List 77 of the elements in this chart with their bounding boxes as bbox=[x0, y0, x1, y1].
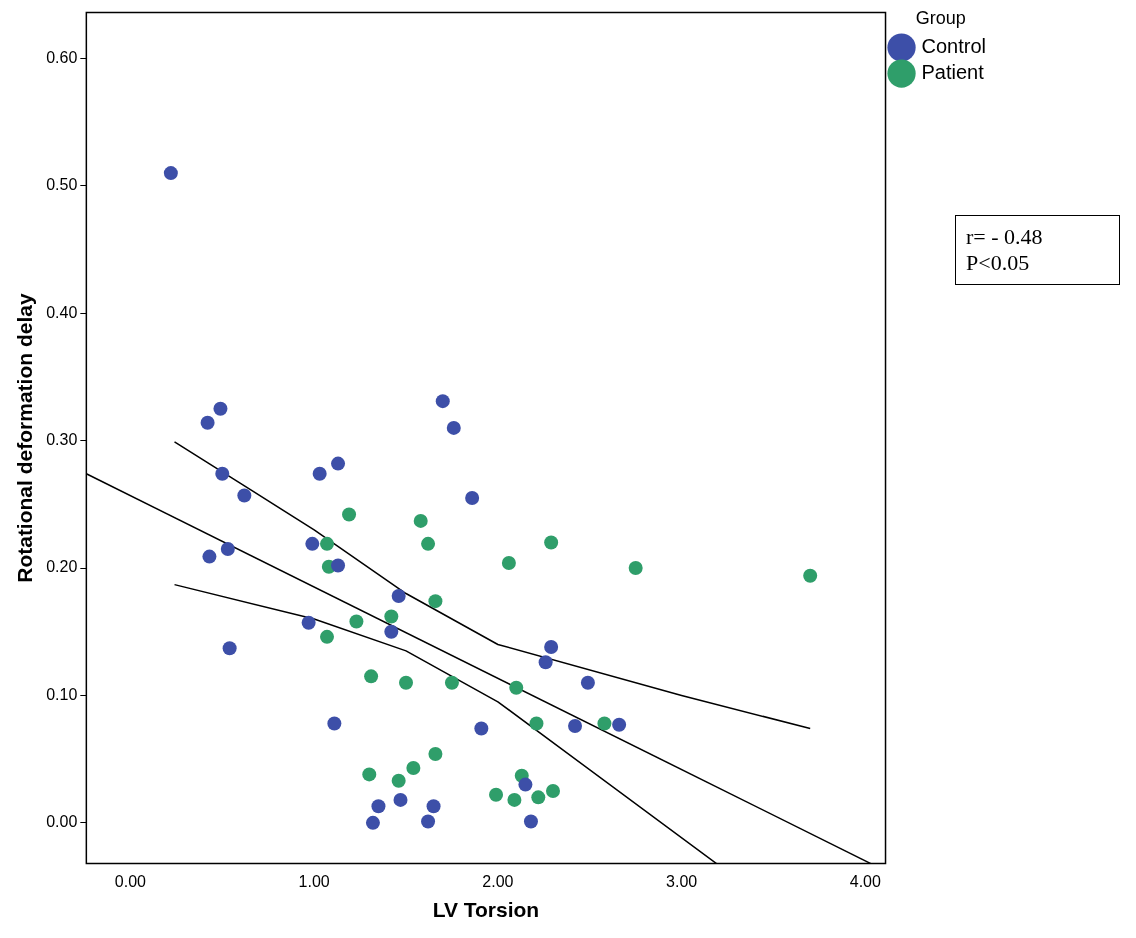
point bbox=[597, 716, 612, 731]
point bbox=[465, 490, 480, 505]
point bbox=[305, 536, 320, 551]
legend-label: Patient bbox=[921, 61, 985, 84]
x-axis-title: LV Torsion bbox=[432, 898, 540, 922]
point bbox=[421, 814, 436, 829]
point bbox=[399, 675, 414, 690]
x-tick-label: 3.00 bbox=[666, 872, 698, 890]
y-tick-label: 0.30 bbox=[46, 431, 78, 449]
point bbox=[580, 675, 595, 690]
point bbox=[349, 614, 364, 629]
point bbox=[538, 655, 553, 670]
point bbox=[474, 721, 489, 736]
point bbox=[426, 799, 441, 814]
point bbox=[220, 541, 235, 556]
point bbox=[507, 792, 522, 807]
y-tick-label: 0.40 bbox=[46, 303, 78, 321]
point bbox=[320, 629, 335, 644]
point bbox=[384, 624, 399, 639]
y-tick-label: 0.20 bbox=[46, 558, 78, 576]
point bbox=[489, 787, 504, 802]
point bbox=[200, 415, 215, 430]
point bbox=[435, 394, 450, 409]
point bbox=[531, 790, 546, 805]
point bbox=[163, 166, 178, 181]
point bbox=[803, 568, 818, 583]
point bbox=[406, 761, 421, 776]
point bbox=[327, 716, 342, 731]
point bbox=[446, 420, 461, 435]
point bbox=[364, 669, 379, 684]
point bbox=[544, 535, 559, 550]
point bbox=[362, 767, 377, 782]
point bbox=[312, 466, 327, 481]
point bbox=[237, 488, 252, 503]
point bbox=[428, 747, 443, 762]
text: P<0.05 bbox=[966, 250, 1031, 276]
x-tick-label: 1.00 bbox=[298, 872, 330, 890]
point bbox=[391, 589, 406, 604]
legend-title: Group bbox=[915, 7, 966, 28]
point bbox=[518, 777, 533, 792]
point bbox=[215, 466, 230, 481]
legend-label: Control bbox=[921, 35, 987, 58]
point bbox=[545, 783, 560, 798]
point bbox=[371, 799, 386, 814]
y-tick-label: 0.50 bbox=[46, 176, 78, 194]
point bbox=[331, 456, 346, 471]
point bbox=[628, 561, 643, 576]
point bbox=[384, 609, 399, 624]
point bbox=[568, 719, 583, 734]
point bbox=[523, 814, 538, 829]
point bbox=[222, 641, 237, 656]
point bbox=[413, 513, 428, 528]
point bbox=[320, 536, 335, 551]
x-tick-label: 4.00 bbox=[849, 872, 881, 890]
point bbox=[444, 675, 459, 690]
point bbox=[213, 401, 228, 416]
point bbox=[421, 536, 436, 551]
point bbox=[509, 680, 524, 695]
y-tick-label: 0.60 bbox=[46, 48, 78, 66]
point bbox=[391, 773, 406, 788]
point bbox=[202, 549, 217, 564]
point bbox=[342, 507, 357, 522]
point bbox=[529, 716, 544, 731]
point bbox=[365, 815, 380, 830]
x-tick-label: 0.00 bbox=[114, 872, 147, 890]
x-tick-label: 2.00 bbox=[482, 872, 514, 890]
point bbox=[393, 792, 408, 807]
y-tick-label: 0.00 bbox=[46, 813, 78, 831]
point bbox=[612, 717, 627, 732]
point bbox=[301, 615, 316, 630]
point bbox=[544, 640, 559, 655]
y-tick-label: 0.10 bbox=[46, 685, 78, 703]
text: r= - 0.48 bbox=[966, 224, 1044, 250]
y-axis-title: Rotational deformation delay bbox=[13, 293, 37, 583]
point bbox=[501, 555, 516, 570]
point bbox=[331, 558, 346, 573]
point bbox=[428, 594, 443, 609]
